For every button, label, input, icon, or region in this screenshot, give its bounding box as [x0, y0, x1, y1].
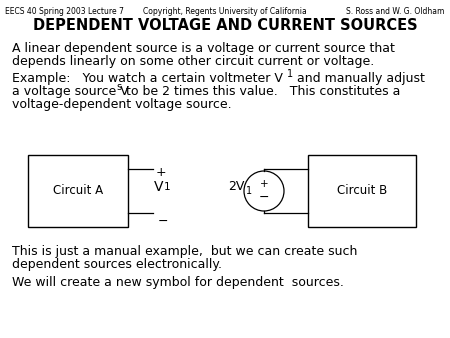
Text: a voltage source V: a voltage source V	[12, 85, 129, 98]
Text: 1: 1	[246, 186, 252, 196]
Text: voltage-dependent voltage source.: voltage-dependent voltage source.	[12, 98, 232, 111]
Text: A linear dependent source is a voltage or current source that: A linear dependent source is a voltage o…	[12, 42, 395, 55]
Text: Circuit B: Circuit B	[337, 185, 387, 197]
Bar	[28, 155, 128, 227]
Text: Circuit A: Circuit A	[53, 185, 103, 197]
Text: 1: 1	[287, 69, 293, 79]
Bar	[308, 155, 416, 227]
Text: V: V	[154, 180, 163, 194]
Text: −: −	[158, 215, 168, 228]
Text: −: −	[259, 191, 269, 203]
Text: and manually adjust: and manually adjust	[293, 72, 425, 85]
Text: Example:   You watch a certain voltmeter V: Example: You watch a certain voltmeter V	[12, 72, 283, 85]
Text: We will create a new symbol for dependent  sources.: We will create a new symbol for dependen…	[12, 276, 344, 289]
Text: Copyright, Regents University of California: Copyright, Regents University of Califor…	[143, 7, 307, 16]
Text: EECS 40 Spring 2003 Lecture 7: EECS 40 Spring 2003 Lecture 7	[5, 7, 124, 16]
Text: DEPENDENT VOLTAGE AND CURRENT SOURCES: DEPENDENT VOLTAGE AND CURRENT SOURCES	[33, 18, 417, 33]
Text: S. Ross and W. G. Oldham: S. Ross and W. G. Oldham	[346, 7, 444, 16]
Circle shape	[244, 171, 284, 211]
Text: depends linearly on some other circuit current or voltage.: depends linearly on some other circuit c…	[12, 55, 374, 68]
Text: 1: 1	[164, 182, 171, 192]
Text: dependent sources electronically.: dependent sources electronically.	[12, 258, 222, 271]
Text: +: +	[260, 179, 268, 189]
Text: s: s	[116, 82, 121, 92]
Text: +: +	[156, 166, 166, 179]
Text: This is just a manual example,  but we can create such: This is just a manual example, but we ca…	[12, 245, 357, 258]
Text: to be 2 times this value.   This constitutes a: to be 2 times this value. This constitut…	[122, 85, 400, 98]
Text: 2V: 2V	[228, 180, 244, 193]
